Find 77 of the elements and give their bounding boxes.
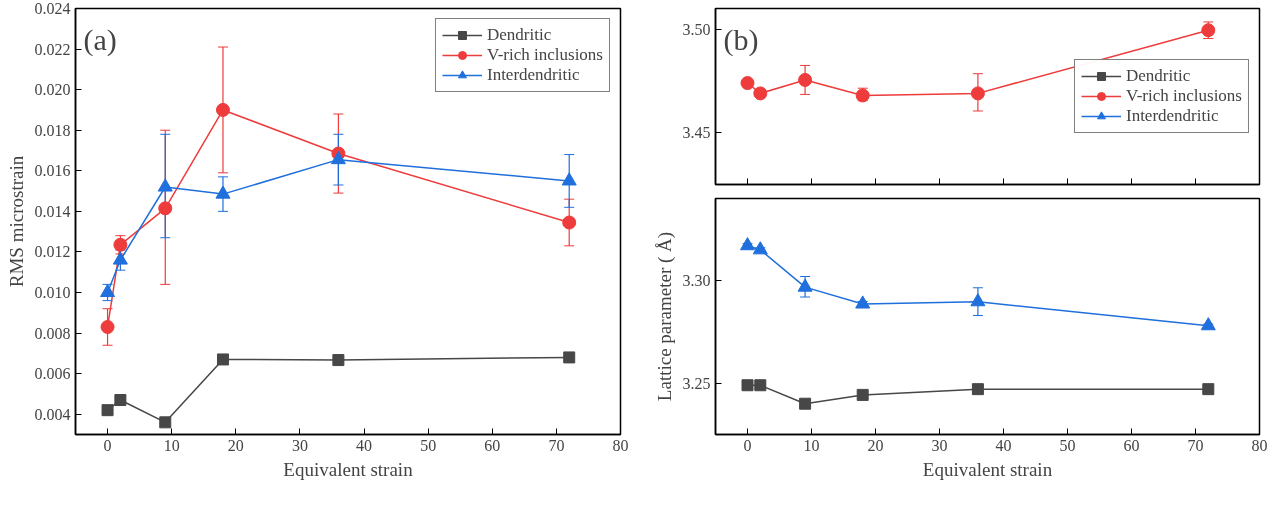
point	[215, 185, 231, 199]
y-tick-label: 0.022	[34, 40, 71, 58]
point	[799, 397, 812, 410]
point	[159, 416, 172, 429]
y-tick-label: 0.004	[34, 405, 71, 423]
y-tick-label: 0.016	[34, 162, 71, 180]
point	[100, 320, 115, 334]
x-tick-label: 60	[1123, 436, 1140, 454]
y-axis-title: RMS microstrain	[5, 155, 27, 288]
point	[158, 201, 173, 216]
point	[856, 388, 869, 401]
point	[112, 251, 128, 265]
point	[752, 241, 768, 255]
legend-label: Dendritic	[486, 25, 552, 45]
point	[798, 72, 813, 87]
point	[332, 354, 345, 367]
x-tick-label: 50	[1059, 436, 1076, 454]
x-tick-label: 0	[103, 436, 112, 454]
point	[216, 353, 229, 366]
point	[753, 86, 768, 101]
y-tick-label: 0.024	[34, 0, 71, 17]
y-tick-label: 3.45	[682, 124, 711, 142]
y-axis-title: Lattice parameter ( Å)	[653, 231, 676, 402]
x-tick-label: 20	[227, 436, 244, 454]
y-tick-label: 0.008	[34, 324, 71, 342]
legend-label: Interdendritic	[1125, 106, 1219, 126]
point	[114, 394, 127, 407]
x-tick-label: 80	[1251, 436, 1268, 454]
x-axis-title: Equivalent strain	[922, 458, 1053, 480]
text: (b)	[723, 22, 759, 57]
point	[754, 379, 767, 392]
point	[797, 278, 813, 292]
x-tick-label: 70	[548, 436, 565, 454]
point	[330, 151, 346, 165]
point	[740, 237, 755, 251]
x-tick-label: 50	[420, 436, 437, 454]
x-tick-label: 40	[356, 436, 373, 454]
point	[561, 172, 577, 186]
point	[563, 351, 576, 364]
point	[970, 86, 985, 101]
y-tick-label: 0.012	[34, 243, 71, 261]
point	[855, 295, 871, 309]
point	[1202, 383, 1215, 396]
y-tick-label: 0.014	[34, 202, 71, 220]
y-tick-label: 0.010	[34, 284, 71, 301]
x-tick-label: 40	[995, 436, 1012, 454]
point	[157, 178, 173, 192]
x-tick-label: 30	[931, 436, 948, 454]
point	[562, 215, 577, 230]
x-axis-title: Equivalent strain	[283, 458, 414, 480]
point	[215, 102, 230, 117]
point	[100, 283, 116, 298]
point	[970, 293, 986, 307]
point	[101, 404, 114, 417]
legend-label: V-rich inclusions	[1125, 86, 1242, 106]
y-tick-label: 0.006	[34, 365, 71, 383]
y-tick-label: 3.25	[682, 374, 711, 392]
point	[1200, 317, 1216, 331]
point	[971, 383, 984, 396]
point	[740, 76, 755, 91]
x-tick-label: 30	[291, 436, 308, 454]
y-tick-label: 3.30	[682, 272, 711, 290]
y-tick-label: 3.50	[682, 20, 711, 38]
legend-label: Interdendritic	[486, 65, 580, 85]
x-tick-label: 10	[163, 436, 180, 454]
x-tick-label: 0	[743, 436, 752, 454]
x-tick-label: 70	[1187, 436, 1204, 454]
text: (a)	[83, 22, 117, 57]
y-tick-label: 0.020	[34, 81, 71, 99]
x-tick-label: 20	[867, 436, 884, 454]
legend-label: V-rich inclusions	[486, 45, 603, 65]
x-tick-label: 80	[612, 436, 629, 454]
x-tick-label: 60	[484, 436, 501, 454]
y-tick-label: 0.018	[34, 121, 71, 139]
legend-label: Dendritic	[1125, 66, 1191, 86]
x-tick-label: 10	[803, 436, 820, 454]
point	[741, 379, 754, 392]
